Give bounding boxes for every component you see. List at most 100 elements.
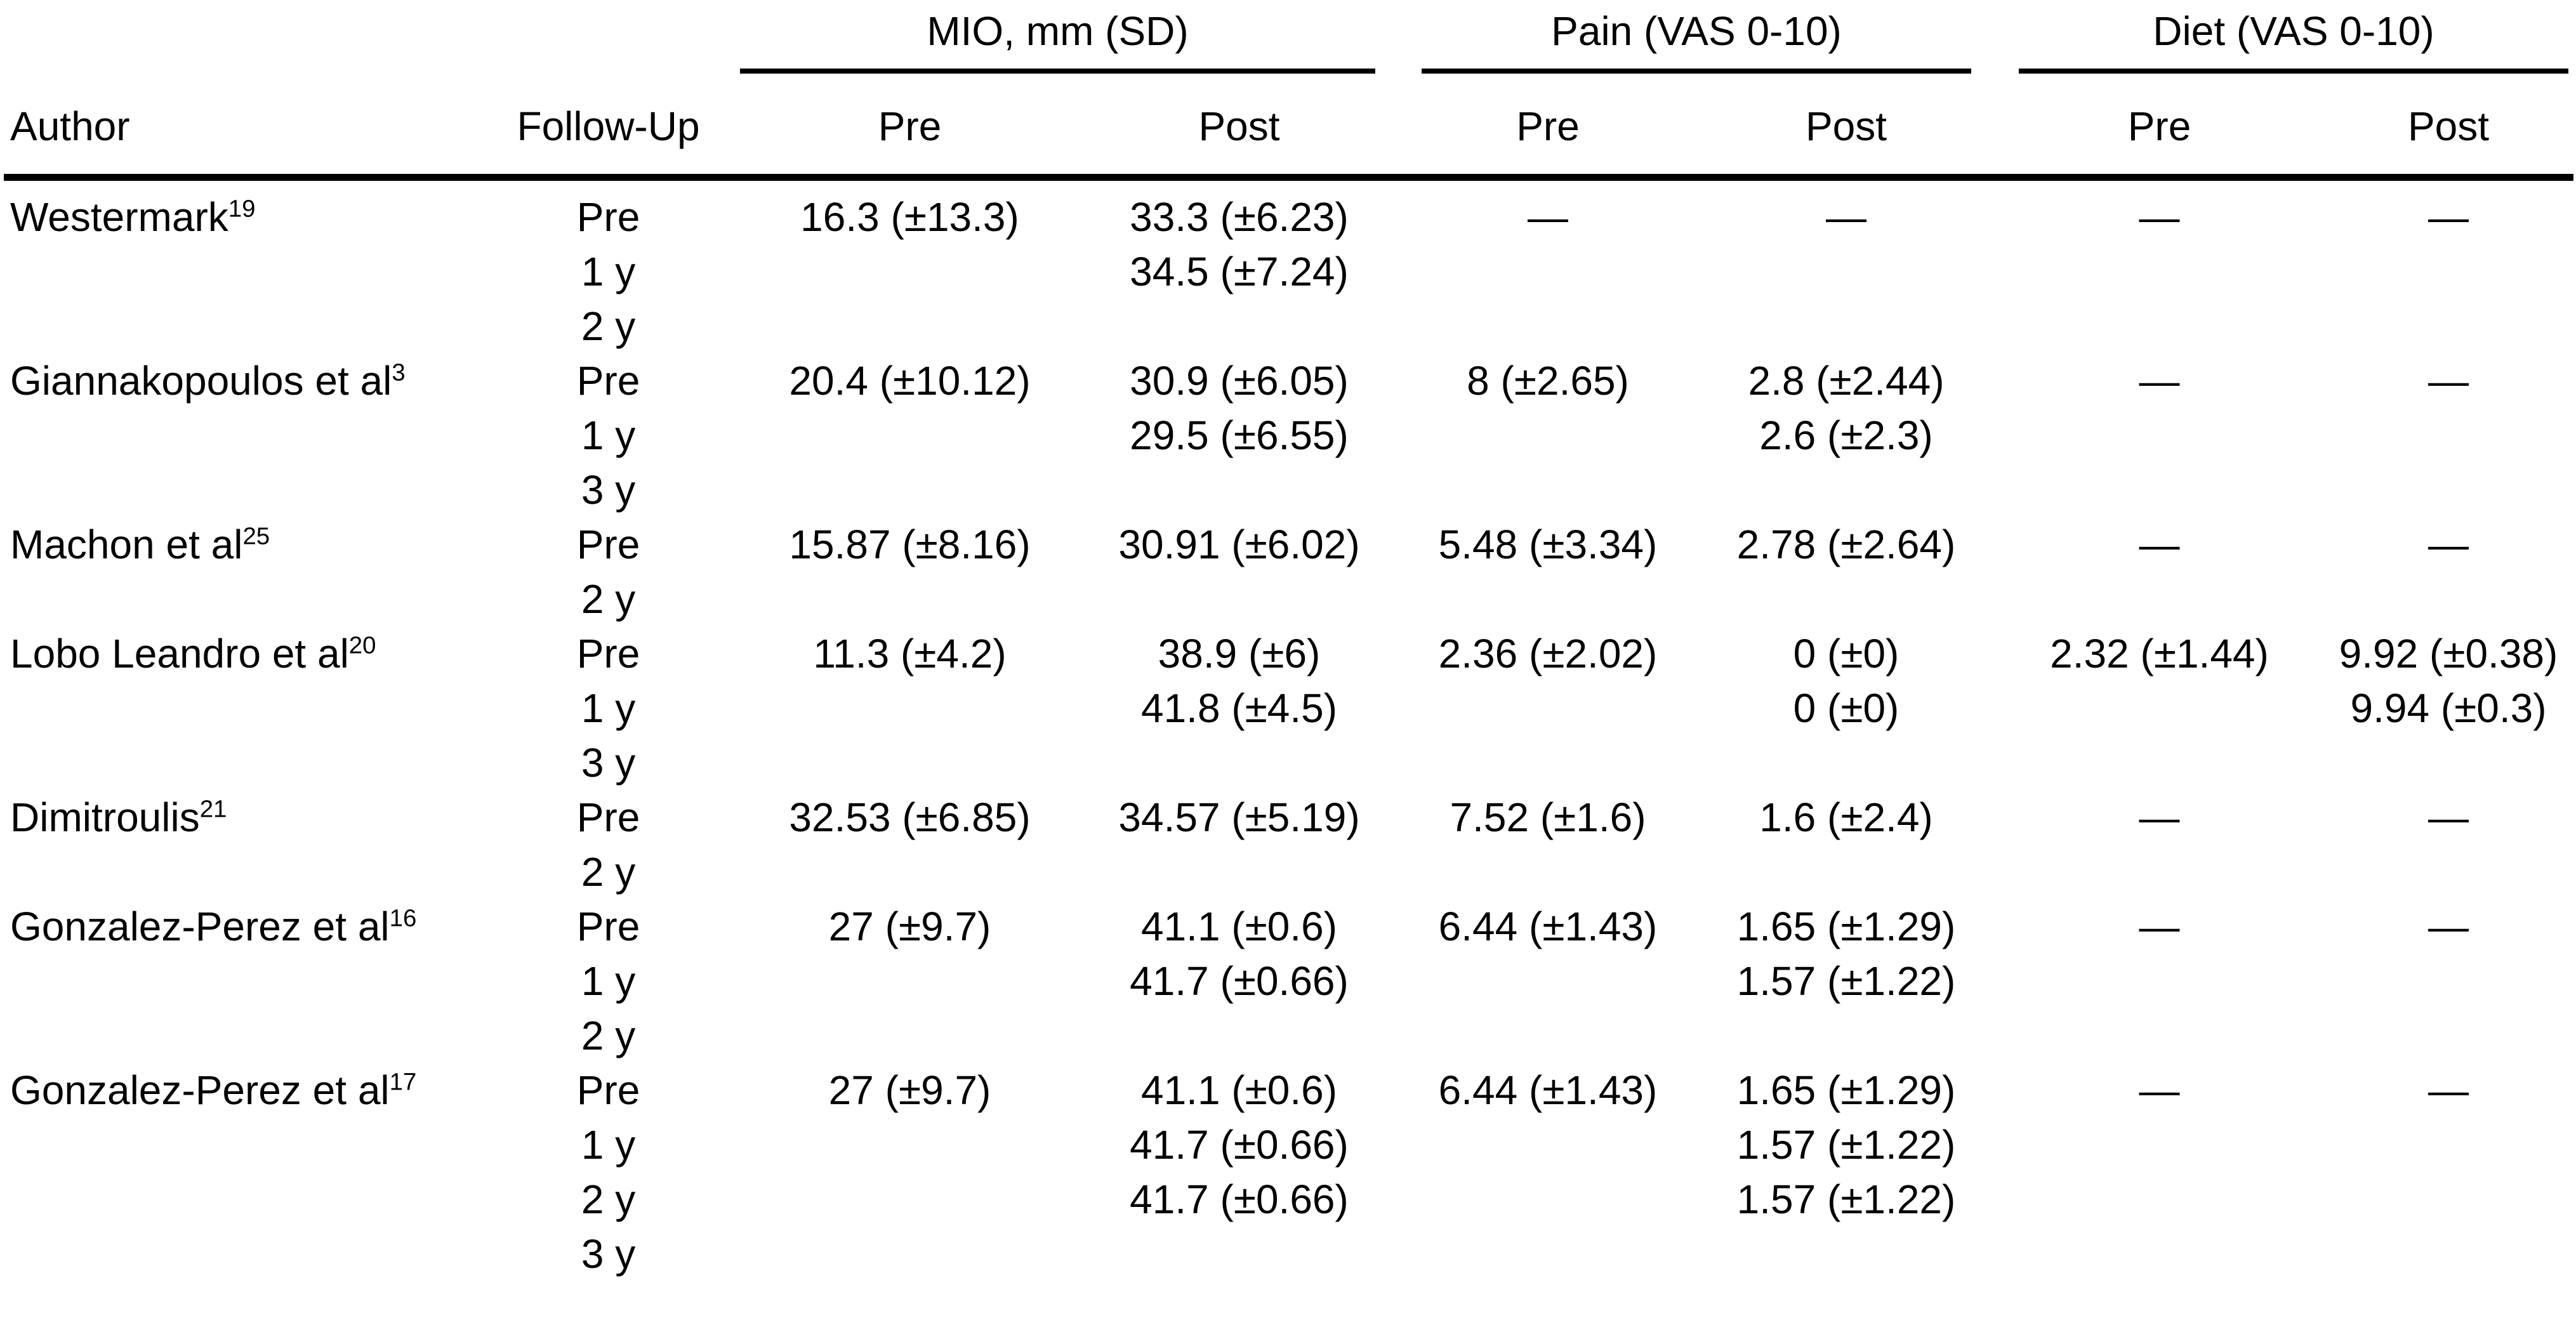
cell-diet-pre bbox=[1995, 299, 2323, 353]
cell-author: Gonzalez-Perez et al17 bbox=[10, 1067, 417, 1113]
cell-author bbox=[4, 1008, 477, 1063]
cell-pain-pre: 2.36 (±2.02) bbox=[1438, 631, 1658, 676]
cell-diet-pre bbox=[1995, 1227, 2323, 1281]
cell-mio-post: 41.7 (±0.66) bbox=[1130, 1122, 1349, 1168]
group-header-mio: MIO, mm (SD) bbox=[740, 3, 1399, 74]
cell-author bbox=[4, 681, 477, 735]
cell-author: Lobo Leandro et al20 bbox=[10, 631, 376, 676]
table-row: 3 y bbox=[4, 1227, 2573, 1281]
table-row: Gonzalez-Perez et al17 Pre 27 (±9.7) 41.1 (… bbox=[4, 1063, 2573, 1117]
cell-mio-post: 41.1 (±0.6) bbox=[1140, 1067, 1338, 1113]
table-row: 2 y bbox=[4, 1008, 2573, 1063]
cell-pain-post: 0 (±0) bbox=[1793, 631, 1899, 676]
cell-author bbox=[4, 1117, 477, 1172]
col-header-diet-post: Post bbox=[2323, 74, 2573, 181]
group-label-pain: Pain (VAS 0-10) bbox=[1422, 3, 1971, 74]
group-header-row: MIO, mm (SD) Pain (VAS 0-10) Diet (VAS 0… bbox=[4, 3, 2573, 74]
cell-diet-post bbox=[2323, 408, 2573, 463]
cell-followup: Pre bbox=[576, 194, 640, 240]
cell-pain-post: 1.65 (±1.29) bbox=[1736, 1067, 1956, 1113]
cell-mio-post: 30.91 (±6.02) bbox=[1118, 522, 1360, 567]
cell-pain-pre bbox=[1399, 244, 1697, 299]
cell-pain-post: 1.57 (±1.22) bbox=[1736, 1122, 1956, 1168]
cell-mio-pre bbox=[740, 408, 1080, 463]
cell-mio-post bbox=[1080, 572, 1399, 626]
cell-followup: 1 y bbox=[581, 412, 636, 458]
cell-diet-post bbox=[2323, 954, 2573, 1008]
reference-superscript: 25 bbox=[242, 522, 270, 550]
cell-mio-pre: 11.3 (±4.2) bbox=[813, 631, 1007, 676]
cell-author bbox=[4, 408, 477, 463]
cell-author bbox=[4, 244, 477, 299]
cell-pain-pre bbox=[1399, 1117, 1697, 1172]
cell-author bbox=[4, 1227, 477, 1281]
cell-author bbox=[4, 735, 477, 790]
table-row: 1 y 41.7 (±0.66) 1.57 (±1.22) bbox=[4, 954, 2573, 1008]
cell-mio-post bbox=[1080, 463, 1399, 517]
reference-superscript: 21 bbox=[199, 795, 227, 823]
cell-pain-post bbox=[1697, 1227, 1995, 1281]
cell-followup: Pre bbox=[576, 794, 640, 840]
cell-diet-post: 9.94 (±0.3) bbox=[2350, 685, 2547, 731]
table-row: Lobo Leandro et al20 Pre 11.3 (±4.2) 38.9 (… bbox=[4, 626, 2573, 681]
cell-pain-post: — bbox=[1826, 194, 1866, 240]
table-row: 2 y bbox=[4, 299, 2573, 353]
cell-diet-post: 9.92 (±0.38) bbox=[2339, 631, 2558, 676]
cell-diet-post bbox=[2323, 845, 2573, 899]
cell-pain-pre bbox=[1399, 954, 1697, 1008]
table-row: 3 y bbox=[4, 735, 2573, 790]
cell-author bbox=[4, 845, 477, 899]
cell-followup: Pre bbox=[576, 904, 640, 949]
cell-mio-pre bbox=[740, 463, 1080, 517]
table-row: Westermark19 Pre 16.3 (±13.3) 33.3 (±6.23) —… bbox=[4, 178, 2573, 245]
cell-followup: 1 y bbox=[581, 249, 636, 294]
table-row: Machon et al25 Pre 15.87 (±8.16) 30.91 (±6.… bbox=[4, 517, 2573, 572]
reference-superscript: 19 bbox=[228, 195, 256, 223]
cell-pain-pre bbox=[1399, 1008, 1697, 1063]
cell-pain-pre bbox=[1399, 681, 1697, 735]
cell-diet-post bbox=[2323, 1227, 2573, 1281]
cell-pain-pre bbox=[1399, 1227, 1697, 1281]
group-header-spacer-followup bbox=[477, 3, 740, 74]
cell-diet-post bbox=[2323, 463, 2573, 517]
col-header-diet-pre: Pre bbox=[1995, 74, 2323, 181]
cell-diet-pre: — bbox=[2139, 194, 2180, 240]
cell-followup: 3 y bbox=[581, 467, 636, 513]
cell-author bbox=[4, 299, 477, 353]
cell-diet-post bbox=[2323, 299, 2573, 353]
cell-diet-post bbox=[2323, 244, 2573, 299]
cell-diet-post bbox=[2323, 1008, 2573, 1063]
cell-author: Machon et al25 bbox=[10, 522, 270, 567]
cell-mio-post bbox=[1080, 1227, 1399, 1281]
cell-pain-post bbox=[1697, 845, 1995, 899]
reference-superscript: 16 bbox=[389, 904, 417, 932]
cell-followup: 1 y bbox=[581, 958, 636, 1004]
cell-diet-post bbox=[2323, 1172, 2573, 1227]
cell-pain-pre bbox=[1399, 572, 1697, 626]
table-row: 1 y 29.5 (±6.55) 2.6 (±2.3) bbox=[4, 408, 2573, 463]
cell-author bbox=[4, 463, 477, 517]
cell-pain-pre bbox=[1399, 845, 1697, 899]
cell-pain-post bbox=[1697, 463, 1995, 517]
cell-diet-pre bbox=[1995, 681, 2323, 735]
table-body: Westermark19 Pre 16.3 (±13.3) 33.3 (±6.23) —… bbox=[4, 178, 2573, 1282]
cell-mio-pre: 27 (±9.7) bbox=[828, 1067, 991, 1113]
cell-followup: 1 y bbox=[581, 685, 636, 731]
cell-diet-pre bbox=[1995, 408, 2323, 463]
group-header-diet: Diet (VAS 0-10) bbox=[1995, 3, 2573, 74]
cell-mio-post: 41.1 (±0.6) bbox=[1140, 904, 1338, 949]
cell-pain-post bbox=[1697, 299, 1995, 353]
cell-mio-pre bbox=[740, 954, 1080, 1008]
cell-pain-pre: — bbox=[1528, 194, 1568, 240]
cell-diet-post bbox=[2323, 572, 2573, 626]
cell-pain-post bbox=[1697, 1008, 1995, 1063]
cell-mio-post: 30.9 (±6.05) bbox=[1130, 358, 1349, 404]
cell-mio-pre bbox=[740, 845, 1080, 899]
cell-diet-post: — bbox=[2428, 904, 2469, 949]
table-row: 1 y 34.5 (±7.24) bbox=[4, 244, 2573, 299]
table-row: 2 y bbox=[4, 572, 2573, 626]
column-header-row: Author Follow-Up Pre Post Pre Post Pre P… bbox=[4, 74, 2573, 181]
cell-pain-pre: 8 (±2.65) bbox=[1467, 358, 1629, 404]
cell-pain-post: 2.8 (±2.44) bbox=[1748, 358, 1945, 404]
cell-mio-pre: 16.3 (±13.3) bbox=[800, 194, 1019, 240]
